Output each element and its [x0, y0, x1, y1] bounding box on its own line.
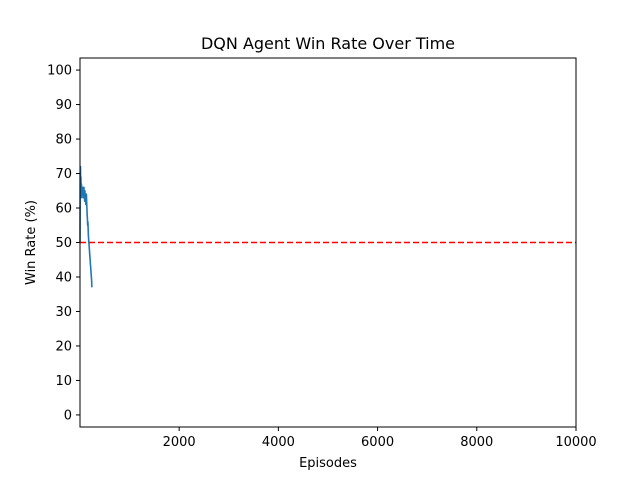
y-tick-label: 70 [55, 167, 72, 182]
y-tick-label: 50 [55, 236, 72, 251]
x-tick-label: 4000 [262, 435, 295, 450]
y-tick-label: 0 [64, 408, 72, 423]
y-tick-label: 20 [55, 339, 72, 354]
series-line-0 [79, 165, 93, 288]
y-tick-label: 60 [55, 202, 72, 217]
ticks-layer: 2000 4000 6000 8000 10000 0 10 20 30 40 50 60 70 80 90… [47, 64, 597, 450]
y-tick-label: 90 [55, 98, 72, 113]
y-tick-label: 40 [55, 270, 72, 285]
x-tick-label: 6000 [361, 435, 394, 450]
chart-title: DQN Agent Win Rate Over Time [201, 34, 455, 53]
x-tick-label: 10000 [555, 435, 596, 450]
y-axis-label: Win Rate (%) [24, 200, 39, 285]
y-tick-label: 100 [47, 64, 72, 79]
plot-frame [79, 57, 577, 428]
y-tick-label: 10 [55, 374, 72, 389]
y-tick-label: 30 [55, 305, 72, 320]
x-tick-label: 8000 [460, 435, 493, 450]
plot-layer [79, 165, 576, 288]
y-tick-label: 80 [55, 133, 72, 148]
x-tick-label: 2000 [163, 435, 196, 450]
x-axis-label: Episodes [299, 456, 357, 471]
